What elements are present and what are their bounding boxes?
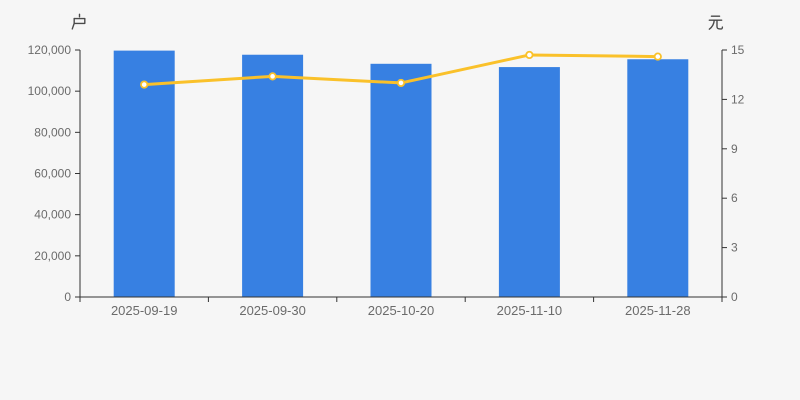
left-axis-unit-icon [71,13,86,30]
x-axis-category-label: 2025-11-10 [497,303,563,318]
bar-2025-11-10[interactable] [498,67,560,297]
left-axis-tick-label: 100,000 [28,84,72,98]
right-axis-tick-label: 9 [731,142,738,156]
line-point-2025-11-10[interactable] [525,50,534,60]
left-axis-tick-label: 20,000 [34,249,71,263]
bar-2025-09-30[interactable] [242,54,304,298]
right-axis-tick-label: 12 [731,92,745,106]
line-point-2025-10-20[interactable] [396,78,406,88]
line-point-2025-09-30[interactable] [268,72,277,81]
left-axis-tick-label: 0 [64,290,71,304]
x-axis-category-label: 2025-09-30 [239,303,306,318]
right-axis-tick-label: 15 [731,43,745,57]
bar-2025-09-19[interactable] [113,50,175,298]
right-axis-tick-label: 6 [731,191,738,205]
bar-2025-11-28[interactable] [627,59,689,298]
left-axis-tick-label: 80,000 [34,125,71,139]
left-axis-tick-label: 60,000 [34,167,71,181]
left-axis-tick-label: 120,000 [28,43,72,57]
bar-2025-10-20[interactable] [370,63,432,297]
right-axis-unit-icon [708,15,724,30]
line-point-2025-11-28[interactable] [653,52,662,61]
x-axis-category-label: 2025-09-19 [111,303,178,318]
right-axis-tick-label: 3 [731,241,738,255]
x-axis-category-label: 2025-10-20 [368,303,435,318]
left-axis-tick-label: 40,000 [34,208,71,222]
right-axis-tick-label: 0 [731,290,738,304]
line-point-2025-09-19[interactable] [140,80,149,89]
x-axis-category-label: 2025-11-28 [625,303,691,318]
